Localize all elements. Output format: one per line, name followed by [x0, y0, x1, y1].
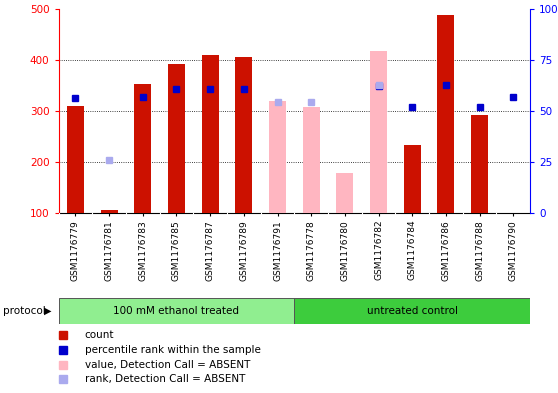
- Text: GSM1176778: GSM1176778: [307, 220, 316, 281]
- Text: GSM1176791: GSM1176791: [273, 220, 282, 281]
- Text: GSM1176784: GSM1176784: [408, 220, 417, 280]
- Bar: [168, 64, 185, 213]
- Bar: [295, 298, 530, 324]
- Text: protocol: protocol: [3, 306, 46, 316]
- Bar: [269, 101, 286, 213]
- Text: GSM1176790: GSM1176790: [509, 220, 518, 281]
- Text: GSM1176779: GSM1176779: [71, 220, 80, 281]
- Bar: [100, 211, 118, 213]
- Text: ▶: ▶: [44, 306, 51, 316]
- Bar: [370, 51, 387, 213]
- Bar: [336, 173, 353, 213]
- Text: value, Detection Call = ABSENT: value, Detection Call = ABSENT: [84, 360, 250, 370]
- Text: GSM1176781: GSM1176781: [104, 220, 114, 281]
- Text: GSM1176788: GSM1176788: [475, 220, 484, 281]
- Bar: [134, 84, 151, 213]
- Text: rank, Detection Call = ABSENT: rank, Detection Call = ABSENT: [84, 374, 245, 384]
- Text: GSM1176785: GSM1176785: [172, 220, 181, 281]
- Text: count: count: [84, 331, 114, 340]
- Text: untreated control: untreated control: [367, 306, 458, 316]
- Text: GSM1176780: GSM1176780: [340, 220, 349, 281]
- Text: percentile rank within the sample: percentile rank within the sample: [84, 345, 261, 355]
- Text: GSM1176789: GSM1176789: [239, 220, 248, 281]
- Text: GSM1176783: GSM1176783: [138, 220, 147, 281]
- Bar: [437, 15, 454, 213]
- Bar: [404, 145, 421, 213]
- Bar: [471, 116, 488, 213]
- Text: GSM1176787: GSM1176787: [206, 220, 215, 281]
- Bar: [67, 106, 84, 213]
- Bar: [202, 55, 219, 213]
- Text: 100 mM ethanol treated: 100 mM ethanol treated: [113, 306, 239, 316]
- Bar: [303, 107, 320, 213]
- Text: GSM1176786: GSM1176786: [441, 220, 450, 281]
- Bar: [235, 57, 252, 213]
- Text: GSM1176782: GSM1176782: [374, 220, 383, 280]
- Bar: [59, 298, 295, 324]
